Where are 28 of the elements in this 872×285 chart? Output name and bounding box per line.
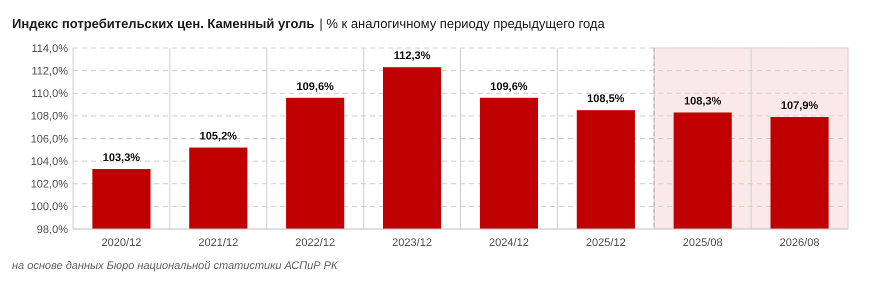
chart-subtitle: | % к аналогичному периоду предыдущего года bbox=[319, 16, 606, 31]
x-tick-label: 2023/12 bbox=[392, 237, 432, 249]
y-tick-label: 110,0% bbox=[32, 88, 68, 100]
x-tick-label: 2022/12 bbox=[295, 237, 336, 249]
y-tick-label: 108,0% bbox=[30, 110, 68, 123]
data-label: 109,6% bbox=[296, 80, 334, 93]
data-label: 112,3% bbox=[394, 50, 431, 62]
data-label: 108,5% bbox=[587, 93, 625, 106]
chart-title: Индекс потребительских цен. Каменный уголь bbox=[12, 16, 314, 31]
data-label: 105,2% bbox=[200, 130, 238, 143]
data-label: 108,3% bbox=[684, 95, 722, 108]
y-tick-label: 112,0% bbox=[32, 65, 68, 78]
x-tick-label: 2024/12 bbox=[489, 237, 529, 249]
y-tick-label: 98,0% bbox=[36, 224, 68, 236]
x-tick-label: 2021/12 bbox=[198, 237, 238, 249]
y-tick-label: 106,0% bbox=[30, 133, 68, 146]
data-label: 107,9% bbox=[780, 100, 818, 112]
x-tick-label: 2025/12 bbox=[586, 237, 626, 249]
data-label: 109,6% bbox=[490, 80, 528, 93]
y-tick-label: 104,0% bbox=[30, 156, 68, 168]
y-tick-label: 102,0% bbox=[30, 178, 68, 191]
data-label: 103,3% bbox=[102, 152, 140, 164]
y-tick-label: 100,0% bbox=[30, 201, 68, 214]
y-tick-label: 114,0% bbox=[32, 42, 68, 55]
x-tick-label: 2025/08 bbox=[682, 237, 723, 249]
x-tick-label: 2026/08 bbox=[780, 237, 820, 249]
x-tick-label: 2020/12 bbox=[102, 237, 142, 249]
text: на основе данных Бюро национальной статистики АСПиР РК bbox=[12, 260, 338, 272]
